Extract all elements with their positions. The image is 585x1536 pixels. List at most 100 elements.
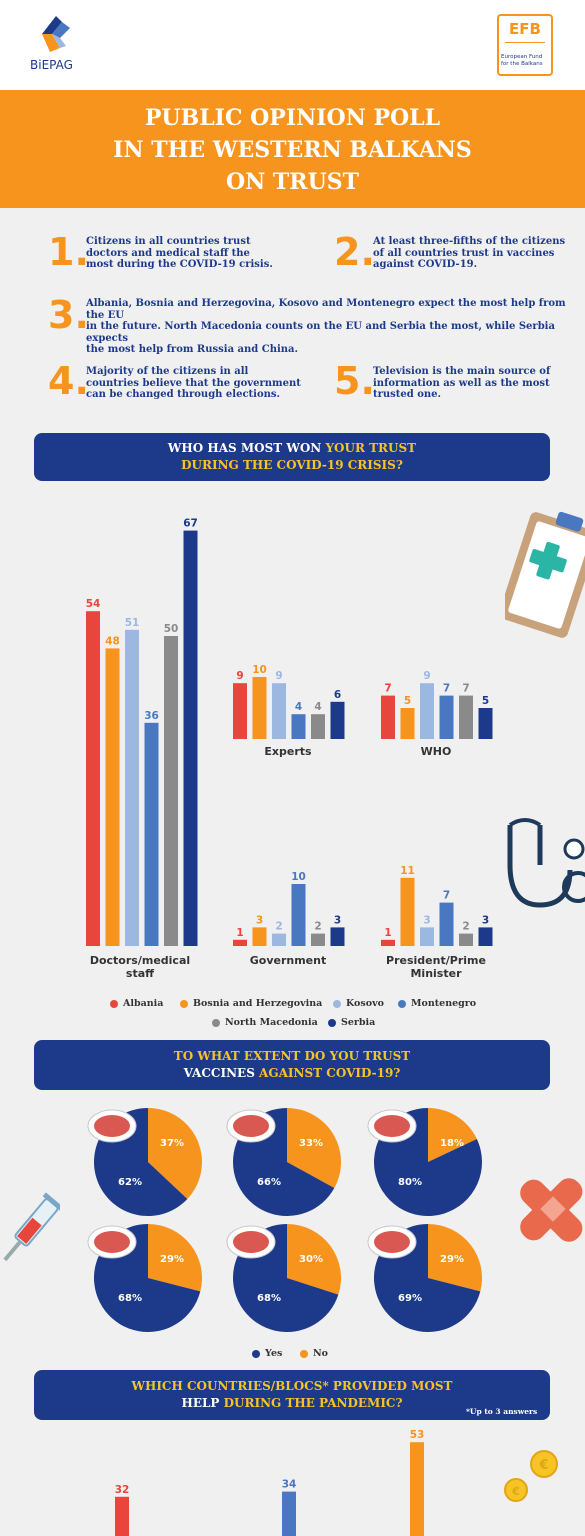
legend-item-serbia: Serbia [328,1017,375,1028]
trust-bar-value-label: 5 [404,695,411,707]
trust-bar [400,708,415,739]
pie-label-yes: 68% [257,1293,281,1304]
pie-label-no: 37% [160,1138,184,1149]
legend-item-yes: Yes [252,1348,282,1359]
trust-bar-value-label: 3 [482,914,489,926]
key-point-text: At least three-fifths of the citizens of … [373,236,566,270]
efb-logo-title: EFB [509,20,541,38]
trust-bar [183,530,198,946]
pie-slice-no [148,1224,202,1292]
legend-dot-icon [333,999,341,1008]
trust-bar [252,927,267,946]
pie-label-no: 29% [160,1254,184,1265]
help-bar [410,1442,424,1536]
legend-item-albania: Albania [110,998,163,1009]
trust-bar-value-label: 9 [423,670,430,682]
trust-bar-value-label: 1 [384,927,391,939]
trust-bar-value-label: 11 [400,865,415,877]
group-label-government: Government [249,954,327,967]
legend-dot-icon [252,1349,260,1358]
section-header-trust: WHO HAS MOST WON YOUR TRUST DURING THE C… [34,433,550,481]
help-bar [282,1491,296,1536]
trust-bar [125,629,139,946]
legend-item-kosovo: Kosovo [333,998,384,1009]
group-label-president: President/Prime Minister [386,954,486,980]
trust-bar-value-label: 7 [384,683,391,695]
trust-bar-value-label: 67 [183,518,198,530]
legend-dot-icon [300,1349,308,1358]
country-flag-icon [233,1231,269,1253]
trust-bar [144,722,159,946]
pie-slice-no [287,1108,341,1189]
trust-bar-value-label: 50 [164,623,179,635]
syringe-icon [3,1192,60,1262]
trust-bar-value-label: 7 [443,683,450,695]
bandage-icon [520,1178,583,1242]
trust-bar [233,939,247,946]
legend-dot-icon [110,999,118,1008]
trust-bar [459,933,473,946]
vaccine-pie-charts: 37% 62% 33% 66% 18% 80% 29% 68% 30% 68% 29% 69% [87,1108,483,1332]
trust-bar [478,927,493,946]
trust-bar [291,884,306,946]
country-flag-icon [94,1231,130,1253]
trust-bar [478,708,493,739]
pie-label-yes: 69% [398,1293,422,1304]
key-point-number: 5. [334,359,375,403]
pie-label-no: 18% [440,1138,464,1149]
pie-label-no: 29% [440,1254,464,1265]
group-label-experts: Experts [264,745,312,758]
legend-dot-icon [180,999,188,1008]
trust-bar-value-label: 5 [482,695,489,707]
trust-bar [291,714,306,739]
trust-bar [400,877,415,946]
trust-bar-value-label: 48 [105,635,120,647]
coins-icon: € € [504,1450,558,1502]
trust-bar-value-label: 7 [462,683,469,695]
key-point-number: 1. [48,230,89,274]
legend-dot-icon [328,1018,336,1027]
trust-bar [420,683,434,739]
trust-bar-value-label: 9 [236,670,243,682]
trust-bar-value-label: 6 [334,689,341,701]
trust-bar-value-label: 2 [275,921,282,933]
trust-bar [272,683,286,739]
clipboard-icon [505,511,585,638]
pie-label-yes: 62% [118,1177,142,1188]
pie-slice-no [428,1108,477,1162]
help-bar [115,1496,129,1536]
efb-logo-subtitle: European Fund for the Balkans [501,54,543,67]
trust-bar-value-label: 10 [252,664,267,676]
legend-item-montenegro: Montenegro [398,998,476,1009]
legend-item-no: No [300,1348,328,1359]
trust-bar-value-label: 1 [236,927,243,939]
trust-bar-value-label: 36 [144,710,159,722]
help-bar-value-label: 32 [115,1484,130,1496]
trust-bar [311,933,325,946]
help-bar-value-label: 34 [282,1479,297,1491]
key-point-text: Majority of the citizens in all countries… [86,366,301,400]
trust-bar-value-label: 10 [291,871,306,883]
stethoscope-icon [507,818,585,908]
key-point-text: Citizens in all countries trust doctors a… [86,236,273,270]
efb-logo: EFB European Fund for the Balkans [497,14,553,76]
help-bar-value-label: 53 [410,1429,425,1441]
trust-bar [381,695,395,739]
trust-bar [233,683,247,739]
trust-bar [252,677,267,739]
key-point-number: 2. [334,230,375,274]
pie-slice-no [148,1108,202,1199]
trust-bar [311,714,325,739]
trust-bar-value-label: 54 [86,598,101,610]
country-flag-icon [233,1115,269,1137]
trust-bar-value-label: 9 [275,670,282,682]
country-flag-icon [374,1115,410,1137]
pie-label-yes: 80% [398,1177,422,1188]
trust-bar-value-label: 3 [423,914,430,926]
key-point-number: 4. [48,359,89,403]
legend-dot-icon [212,1018,220,1027]
footnote-up-to-3: *Up to 3 answers [466,1407,538,1416]
key-point-text: Albania, Bosnia and Herzegovina, Kosovo … [86,298,566,355]
trust-bar-value-label: 3 [256,914,263,926]
